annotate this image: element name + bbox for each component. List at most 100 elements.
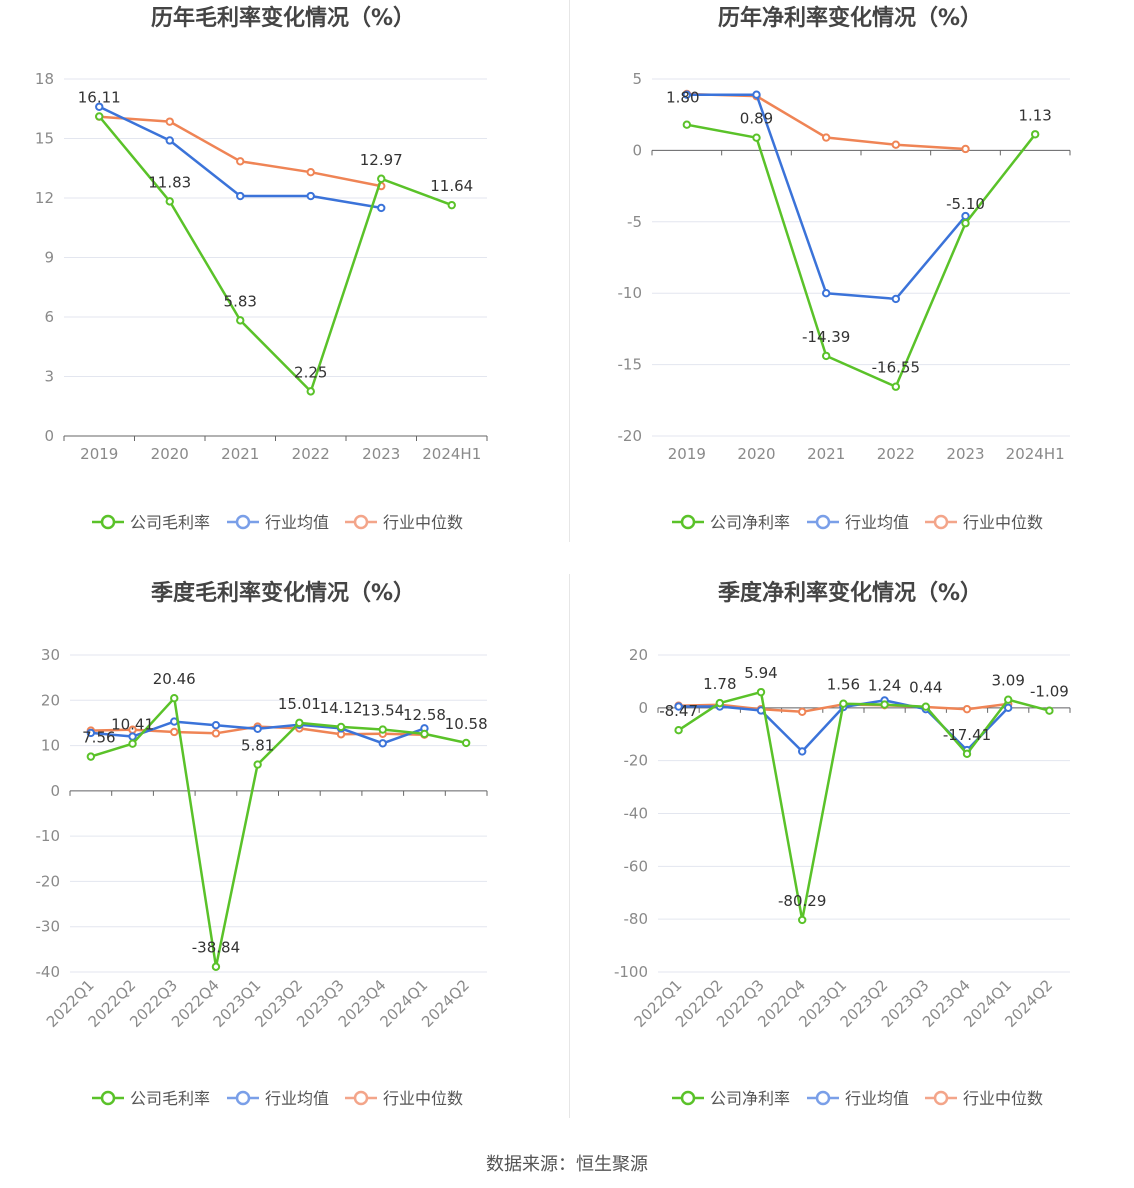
data-point-company[interactable]: [891, 382, 901, 391]
x-tick-label: 2022: [877, 445, 915, 463]
data-point-avg[interactable]: [752, 90, 761, 99]
data-point-avg[interactable]: [128, 732, 137, 741]
data-point-company[interactable]: [170, 694, 179, 703]
legend-item-company[interactable]: 公司净利率: [672, 1089, 790, 1108]
data-label: 11.64: [430, 177, 473, 195]
legend-item-median[interactable]: 行业中位数: [925, 513, 1043, 532]
y-tick-label: -20: [624, 752, 649, 770]
data-point-avg[interactable]: [891, 294, 901, 304]
data-point-median[interactable]: [170, 727, 179, 737]
data-point-company[interactable]: [306, 387, 315, 396]
y-tick-label: 5: [632, 70, 642, 88]
data-point-company[interactable]: [821, 351, 831, 361]
data-label: -1.09: [1030, 683, 1069, 701]
data-point-company[interactable]: [715, 698, 725, 708]
data-point-company[interactable]: [236, 316, 245, 325]
y-tick-label: -20: [618, 427, 643, 445]
data-point-company[interactable]: [295, 718, 304, 728]
data-point-company[interactable]: [1045, 706, 1054, 715]
legend-item-company[interactable]: 公司净利率: [672, 513, 790, 532]
legend-item-avg[interactable]: 行业均值: [227, 1089, 329, 1108]
data-point-company[interactable]: [95, 112, 104, 121]
data-point-company[interactable]: [253, 760, 262, 769]
data-point-company[interactable]: [211, 962, 221, 971]
data-point-avg[interactable]: [306, 191, 315, 201]
data-point-avg[interactable]: [798, 747, 807, 756]
data-point-median[interactable]: [165, 117, 174, 126]
data-point-company[interactable]: [128, 739, 137, 748]
data-point-company[interactable]: [378, 725, 387, 734]
data-point-median[interactable]: [211, 729, 221, 738]
legend-swatch-marker: [235, 514, 251, 530]
legend-item-avg[interactable]: 行业均值: [227, 513, 329, 532]
data-point-median[interactable]: [306, 168, 315, 177]
x-tick-label: 2020: [737, 445, 775, 463]
data-point-median[interactable]: [821, 133, 831, 142]
data-point-avg[interactable]: [1004, 703, 1013, 713]
data-label: 1.56: [827, 676, 860, 694]
data-point-median[interactable]: [891, 140, 901, 149]
y-tick-label: 15: [35, 130, 54, 148]
data-point-avg[interactable]: [674, 702, 683, 711]
data-point-avg[interactable]: [165, 136, 174, 145]
chart-quarterly-gross-margin-svg: 季度毛利率变化情况（%）-40-30-20-1001020302022Q1202…: [36, 580, 488, 1108]
data-point-avg[interactable]: [378, 739, 387, 748]
data-point-company[interactable]: [962, 749, 972, 759]
legend-item-company[interactable]: 公司毛利率: [92, 1089, 210, 1108]
x-tick-label: 2020: [151, 445, 189, 463]
data-point-company[interactable]: [1004, 695, 1013, 704]
legend-item-median[interactable]: 行业中位数: [925, 1089, 1043, 1108]
legend-swatch-marker: [680, 1090, 696, 1106]
legend-item-median[interactable]: 行业中位数: [345, 513, 463, 532]
data-point-company[interactable]: [165, 197, 174, 206]
data-point-avg[interactable]: [377, 203, 386, 213]
legend-swatch-marker: [815, 514, 831, 530]
data-label: 11.83: [148, 173, 191, 191]
data-point-avg[interactable]: [236, 191, 245, 201]
y-tick-label: -60: [624, 857, 649, 875]
x-tick-label: 2019: [668, 445, 706, 463]
data-label: 2.25: [294, 363, 327, 381]
data-label: 7.56: [82, 729, 115, 747]
data-label: 13.54: [361, 702, 404, 720]
data-point-company[interactable]: [756, 687, 766, 697]
series-line-company: [98, 115, 453, 393]
data-point-company[interactable]: [336, 722, 346, 732]
data-point-company[interactable]: [674, 726, 683, 735]
data-point-avg[interactable]: [95, 102, 104, 111]
data-point-avg[interactable]: [86, 728, 96, 738]
data-point-company[interactable]: [752, 133, 761, 142]
y-tick-label: 0: [50, 782, 60, 800]
data-label: 14.12: [320, 699, 363, 717]
panel-divider-top: [569, 0, 570, 542]
data-point-company[interactable]: [461, 738, 471, 748]
data-point-avg[interactable]: [682, 90, 692, 99]
data-point-company[interactable]: [880, 700, 889, 709]
x-tick-label: 2022: [292, 445, 330, 463]
data-point-company[interactable]: [420, 729, 429, 739]
data-point-company[interactable]: [921, 702, 930, 711]
data-point-median[interactable]: [961, 144, 970, 154]
chart-quarterly-gross-margin: 季度毛利率变化情况（%） -40 -30 -20 -10 0 10 20 30 2022Q1 202…: [0, 576, 567, 1152]
data-point-median[interactable]: [236, 157, 245, 166]
data-point-company[interactable]: [86, 752, 96, 761]
data-point-company[interactable]: [377, 174, 386, 183]
data-point-company[interactable]: [447, 200, 456, 210]
data-point-company[interactable]: [1030, 130, 1040, 139]
data-point-median[interactable]: [962, 704, 972, 714]
data-point-company[interactable]: [961, 219, 970, 228]
legend-swatch-marker: [815, 1090, 831, 1106]
data-point-avg[interactable]: [821, 289, 831, 298]
data-point-avg[interactable]: [253, 724, 262, 734]
legend-item-avg[interactable]: 行业均值: [807, 1089, 909, 1108]
data-point-median[interactable]: [798, 707, 807, 716]
legend-item-avg[interactable]: 行业均值: [807, 513, 909, 532]
data-point-company[interactable]: [839, 699, 848, 708]
legend-item-company[interactable]: 公司毛利率: [92, 513, 210, 532]
legend-item-median[interactable]: 行业中位数: [345, 1089, 463, 1108]
data-point-company[interactable]: [682, 120, 692, 129]
chart-title: 历年毛利率变化情况（%）: [151, 5, 415, 31]
y-tick-label: -40: [36, 963, 61, 981]
data-point-avg[interactable]: [211, 720, 221, 730]
data-point-company[interactable]: [798, 915, 807, 925]
